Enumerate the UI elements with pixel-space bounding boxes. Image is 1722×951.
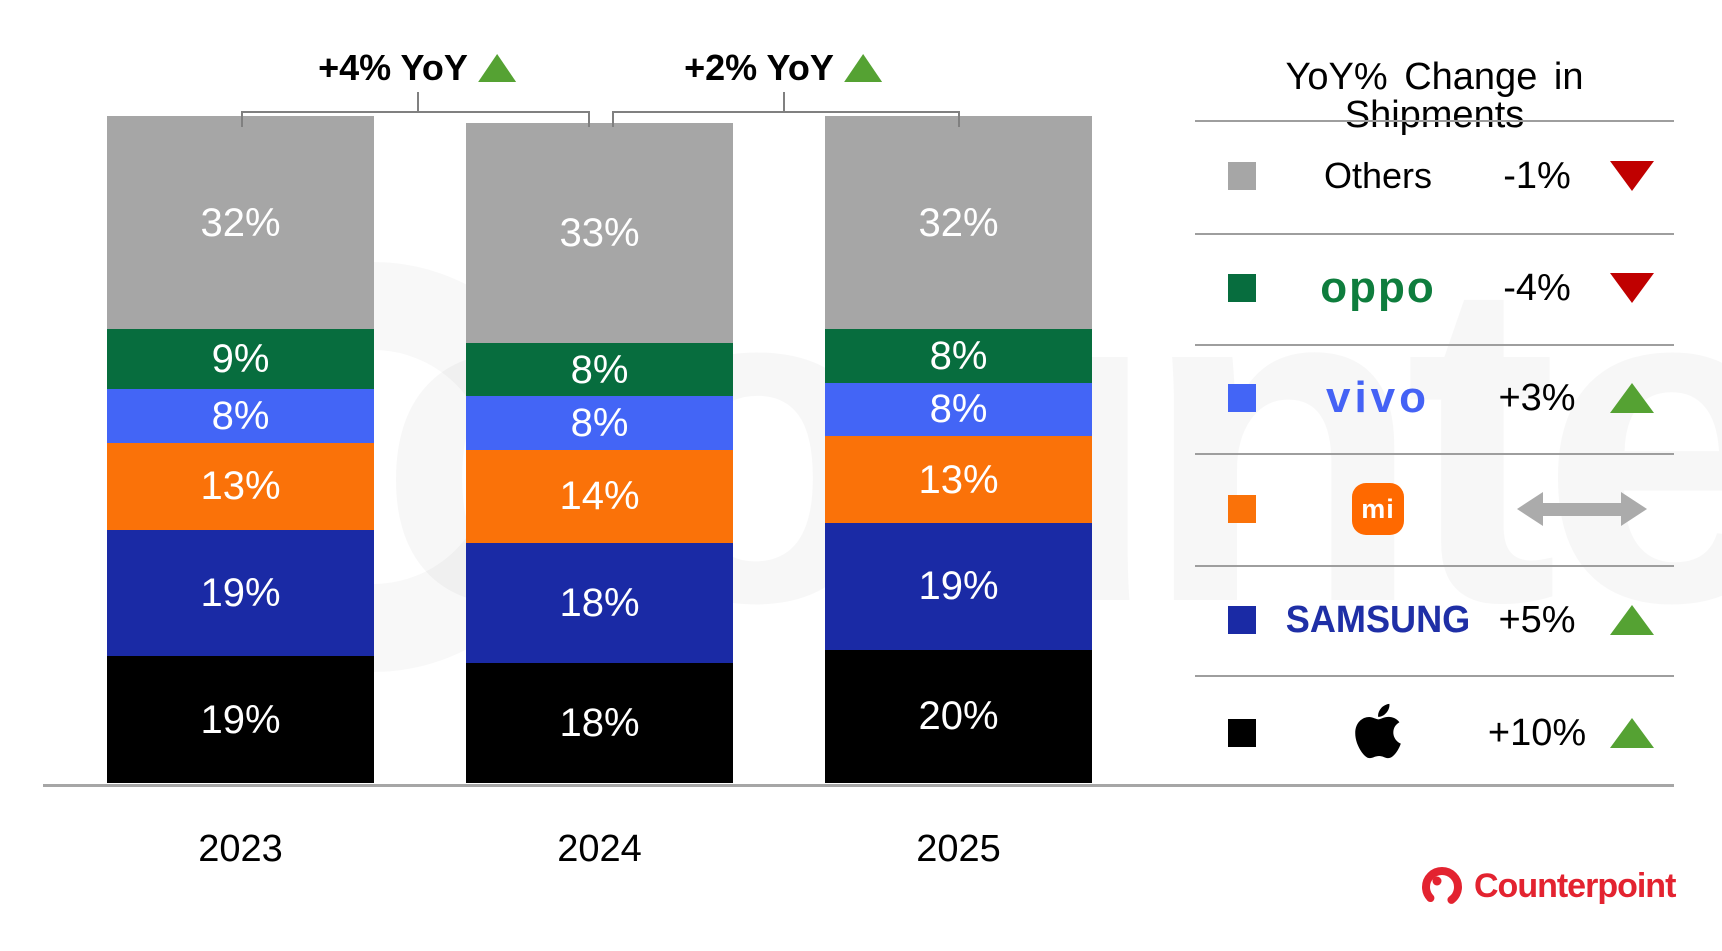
apple-logo-icon — [1355, 703, 1401, 759]
x-axis-label-2023: 2023 — [198, 828, 283, 870]
segment-value-label: 8% — [929, 387, 988, 432]
legend-swatch-vivo — [1228, 384, 1256, 412]
counterpoint-logo: Counterpoint — [1418, 862, 1676, 910]
segment-value-label: 9% — [211, 337, 270, 382]
segment-samsung-2023: 19% — [107, 529, 374, 657]
up-triangle-icon — [1610, 383, 1654, 413]
segment-xiaomi-2023: 13% — [107, 442, 374, 530]
segment-value-label: 33% — [559, 211, 640, 255]
segment-value-label: 8% — [570, 347, 629, 392]
legend-change-vivo: +3% — [1498, 377, 1576, 419]
yoy-bracket-tick — [958, 111, 960, 127]
segment-vivo-2024: 8% — [466, 396, 733, 450]
yoy-bracket — [241, 111, 588, 113]
flat-arrow-mid — [1543, 502, 1621, 516]
segment-samsung-2024: 18% — [466, 543, 733, 663]
down-triangle-icon — [1610, 273, 1654, 303]
vivo-logo: vivo — [1325, 373, 1431, 422]
segment-xiaomi-2024: 14% — [466, 449, 733, 543]
others-logo: Others — [1323, 155, 1433, 196]
legend-brand-xiaomi: mi — [1352, 483, 1404, 535]
legend-separator — [1195, 675, 1674, 677]
segment-others-2025: 32% — [825, 116, 1092, 330]
segment-apple-2025: 20% — [825, 649, 1092, 783]
down-triangle-icon — [1610, 161, 1654, 191]
legend-separator — [1195, 453, 1674, 455]
flat-arrow-right — [1621, 492, 1647, 526]
legend-change-samsung: +5% — [1498, 599, 1576, 641]
bar-2023: 32% 9% 8% 13% 19% 19% — [107, 116, 374, 783]
segment-others-2023: 32% — [107, 116, 374, 330]
segment-value-label: 8% — [211, 394, 270, 439]
up-triangle-icon — [477, 54, 516, 82]
bar-2025: 32% 8% 8% 13% 19% 20% — [825, 116, 1092, 783]
yoy-bracket-stem — [783, 92, 785, 111]
segment-value-label: 8% — [929, 334, 988, 379]
x-axis-line — [43, 784, 1674, 787]
xiaomi-logo: mi — [1352, 483, 1404, 535]
legend-swatch-samsung — [1228, 606, 1256, 634]
yoy-bracket-tick — [588, 111, 590, 127]
yoy-annotation-text: +4% YoY — [318, 47, 468, 88]
segment-value-label: 19% — [200, 570, 281, 615]
yoy-bracket-stem — [417, 92, 419, 111]
legend-swatch-apple — [1228, 719, 1256, 747]
samsung-logo: SAMSUNG — [1285, 599, 1471, 641]
legend-title: YoY% Change in Shipments — [1285, 56, 1584, 136]
yoy-annotation: +4% YoY — [318, 50, 516, 86]
yoy-bracket-tick — [241, 111, 243, 127]
segment-value-label: 32% — [918, 200, 999, 245]
legend-swatch-xiaomi — [1228, 495, 1256, 523]
segment-apple-2023: 19% — [107, 656, 374, 783]
counterpoint-mark-icon — [1422, 867, 1462, 907]
up-triangle-icon — [843, 54, 882, 82]
legend-separator — [1195, 344, 1674, 346]
segment-value-label: 19% — [918, 564, 999, 609]
flat-arrow-icon — [1517, 492, 1647, 526]
legend-swatch-others — [1228, 162, 1256, 190]
up-triangle-icon — [1610, 605, 1654, 635]
yoy-annotation-text: +2% YoY — [684, 47, 834, 88]
segment-value-label: 13% — [918, 457, 999, 502]
segment-samsung-2025: 19% — [825, 522, 1092, 650]
segment-value-label: 14% — [559, 474, 640, 519]
segment-vivo-2025: 8% — [825, 382, 1092, 437]
bar-2024: 33% 8% 8% 14% 18% 18% — [466, 123, 733, 783]
yoy-bracket-tick — [612, 111, 614, 127]
x-axis-label-2024: 2024 — [557, 828, 642, 870]
legend-separator — [1195, 120, 1674, 122]
segment-oppo-2025: 8% — [825, 329, 1092, 383]
segment-value-label: 8% — [570, 401, 629, 445]
segment-value-label: 13% — [200, 464, 281, 509]
segment-value-label: 18% — [559, 581, 640, 625]
legend-change-oppo: -4% — [1503, 267, 1571, 309]
segment-value-label: 19% — [200, 697, 281, 742]
segment-xiaomi-2025: 13% — [825, 436, 1092, 523]
yoy-annotation: +2% YoY — [684, 50, 882, 86]
segment-apple-2024: 18% — [466, 663, 733, 783]
legend-brand-apple — [1351, 700, 1405, 766]
legend-separator — [1195, 565, 1674, 567]
segment-oppo-2024: 8% — [466, 343, 733, 397]
segment-value-label: 32% — [200, 200, 281, 245]
counterpoint-wordmark: Counterpoint — [1474, 867, 1676, 905]
segment-others-2024: 33% — [466, 123, 733, 344]
legend-swatch-oppo — [1228, 274, 1256, 302]
legend-separator — [1195, 233, 1674, 235]
segment-vivo-2023: 8% — [107, 389, 374, 443]
segment-oppo-2023: 9% — [107, 329, 374, 390]
segment-value-label: 20% — [918, 694, 999, 739]
up-triangle-icon — [1610, 718, 1654, 748]
yoy-bracket — [612, 111, 958, 113]
oppo-logo: oppo — [1320, 263, 1436, 312]
legend-change-others: -1% — [1503, 155, 1571, 197]
flat-arrow-left — [1517, 492, 1543, 526]
x-axis-label-2025: 2025 — [916, 828, 1001, 870]
segment-value-label: 18% — [559, 701, 640, 745]
legend-change-apple: +10% — [1487, 712, 1587, 754]
